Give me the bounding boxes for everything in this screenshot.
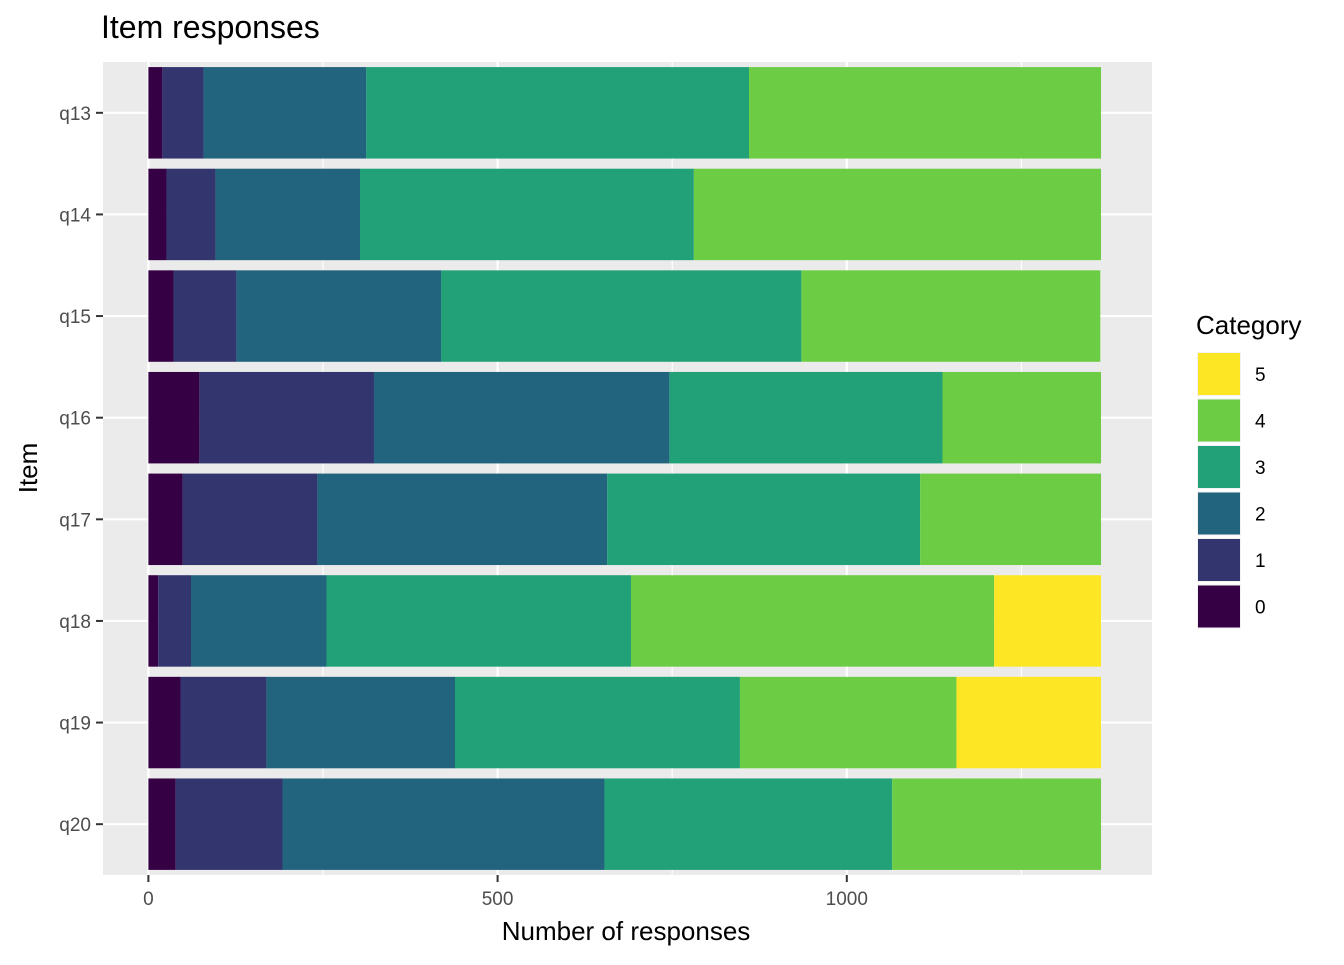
y-tick-label: q20 [59,815,91,836]
bar-q17-cat3 [607,473,921,566]
bar-q14-cat2 [215,168,361,261]
legend-swatch-3 [1198,446,1240,488]
bar-q18-cat4 [630,575,995,667]
bar-q19-cat5 [956,676,1102,769]
bar-q13-cat3 [366,67,750,159]
bar-q15-cat4 [801,270,1101,362]
bar-q15-cat2 [236,270,442,362]
legend-label-4: 4 [1255,412,1266,433]
legend-label-0: 0 [1255,598,1266,619]
legend-label-5: 5 [1255,365,1266,386]
x-tick-label: 1000 [826,889,868,910]
bar-q18-cat5 [994,575,1102,667]
bar-q14-cat4 [693,168,1102,261]
legend-label-3: 3 [1255,458,1266,479]
bar-q17-cat0 [148,473,183,566]
bar-q17-cat4 [920,473,1102,566]
bar-q16-cat3 [669,371,943,464]
bar-q13-cat0 [148,67,163,159]
bar-q20-cat4 [892,778,1102,870]
bar-q16-cat4 [942,371,1102,464]
bar-q15-cat3 [441,270,802,362]
bar-q16-cat1 [199,371,374,464]
bar-q13-cat4 [749,67,1102,159]
legend-swatch-0 [1198,585,1240,628]
y-axis-title: Item [13,443,43,494]
bar-q16-cat0 [148,371,200,464]
bar-q19-cat3 [454,676,740,769]
bar-q20-cat3 [604,778,893,870]
bar-q14-cat1 [166,168,216,261]
legend-swatch-5 [1198,353,1240,395]
bar-q19-cat1 [180,676,267,769]
y-tick-label: q17 [59,510,91,531]
y-tick-label: q13 [59,104,91,125]
bar-q14-cat0 [148,168,167,261]
legend: Category 5 4 3 2 1 0 [1196,310,1302,629]
bar-q19-cat4 [739,676,957,769]
bar-q19-cat0 [148,676,181,769]
legend-swatch-4 [1198,399,1240,442]
legend-title: Category [1196,310,1302,340]
bar-q13-cat2 [203,67,367,159]
axes-group: 0 500 1000 q13 q14 q15 q16 q17 q18 q19 q20 [59,104,868,910]
y-tick-label: q15 [59,307,91,328]
x-tick-label: 0 [143,889,154,910]
bar-q18-cat2 [190,575,327,667]
bar-q17-cat1 [182,473,318,566]
bars-group [148,67,1102,870]
legend-label-2: 2 [1255,505,1266,526]
bar-q17-cat2 [317,473,608,566]
y-tick-label: q18 [59,612,91,633]
bar-q18-cat1 [158,575,191,667]
x-axis-title: Number of responses [502,916,751,946]
legend-swatch-2 [1198,492,1240,535]
x-tick-label: 500 [482,889,514,910]
chart-title: Item responses [101,9,320,45]
bar-q20-cat0 [148,778,176,870]
legend-label-1: 1 [1255,551,1266,572]
bar-q15-cat1 [173,270,237,362]
bar-q18-cat0 [148,575,159,667]
bar-q13-cat1 [162,67,204,159]
bar-q14-cat3 [360,168,694,261]
bar-q20-cat2 [282,778,605,870]
y-tick-label: q14 [59,205,91,226]
bar-q20-cat1 [175,778,283,870]
y-tick-label: q19 [59,714,91,735]
bar-q18-cat3 [326,575,631,667]
bar-q15-cat0 [148,270,174,362]
legend-swatch-1 [1198,539,1240,581]
bar-q19-cat2 [266,676,455,769]
bar-q16-cat2 [373,371,670,464]
y-tick-label: q16 [59,409,91,430]
